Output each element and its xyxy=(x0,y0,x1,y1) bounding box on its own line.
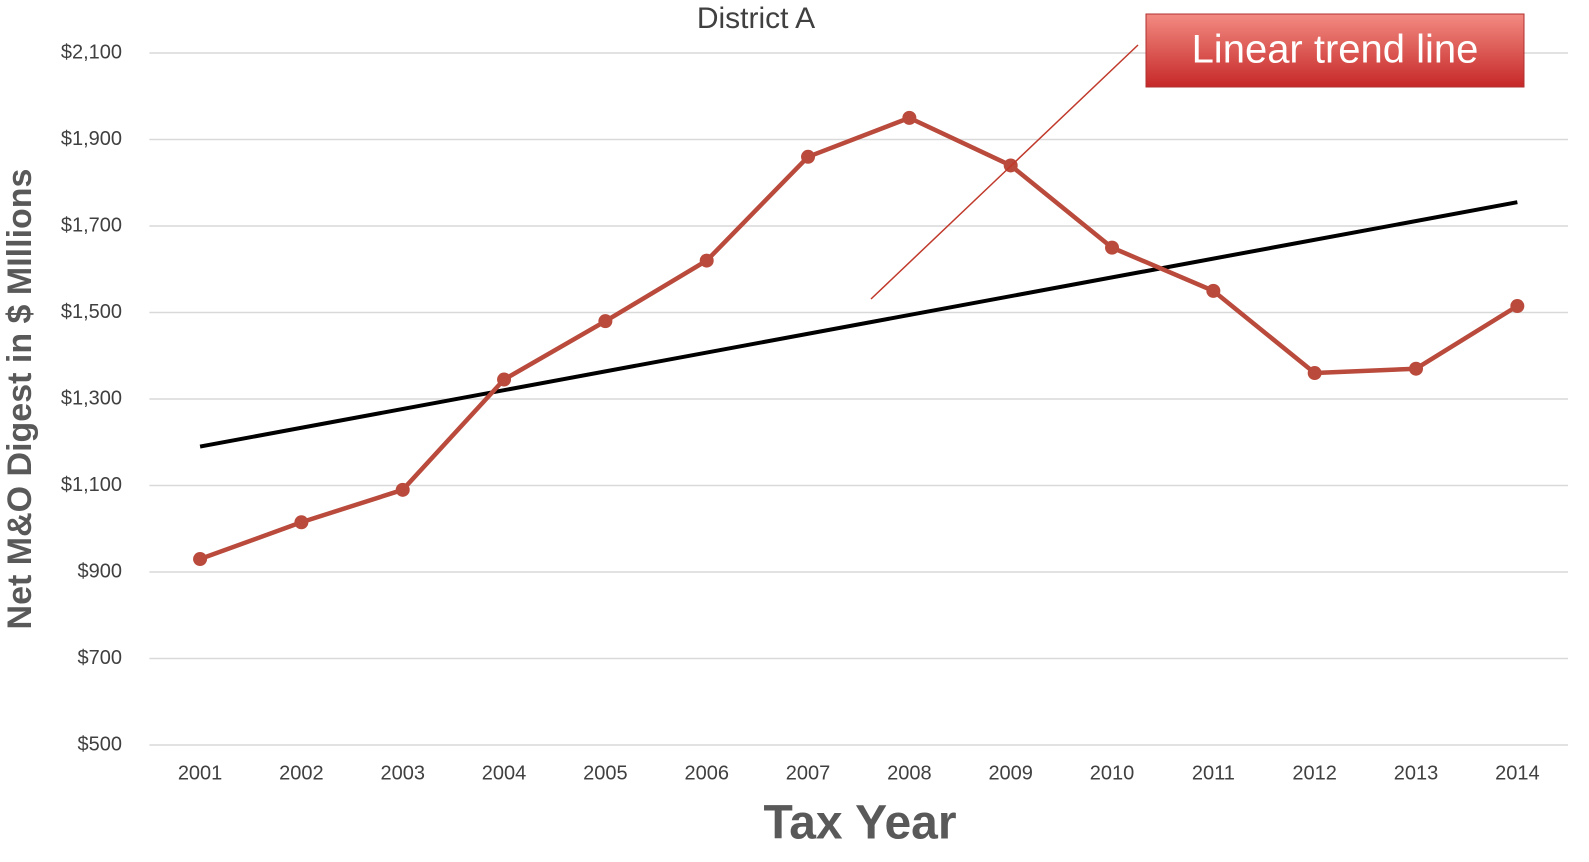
x-tick-label: 2011 xyxy=(1192,762,1235,784)
y-axis-label: Net M&O Digest in $ MIllions xyxy=(1,169,39,630)
x-tick-label: 2004 xyxy=(482,762,527,784)
chart-title: District A xyxy=(697,2,815,35)
data-point xyxy=(1307,366,1322,381)
y-tick-label: $1,300 xyxy=(61,387,122,409)
y-tick-label: $1,500 xyxy=(61,301,122,323)
data-point xyxy=(1510,299,1525,314)
x-tick-label: 2002 xyxy=(279,762,324,784)
x-tick-label: 2014 xyxy=(1495,762,1540,784)
x-tick-label: 2009 xyxy=(988,762,1033,784)
y-tick-label: $1,100 xyxy=(61,474,122,496)
x-tick-label: 2006 xyxy=(684,762,729,784)
x-tick-label: 2010 xyxy=(1090,762,1135,784)
x-tick-label: 2008 xyxy=(887,762,932,784)
data-point xyxy=(1105,240,1120,255)
data-point xyxy=(801,149,816,164)
data-point xyxy=(598,314,613,329)
x-tick-label: 2013 xyxy=(1394,762,1439,784)
data-point xyxy=(902,110,917,125)
annotation-text: Linear trend line xyxy=(1192,28,1479,72)
y-tick-label: $2,100 xyxy=(61,41,122,63)
x-tick-label: 2001 xyxy=(178,762,223,784)
y-tick-label: $900 xyxy=(78,560,123,582)
x-tick-label: 2003 xyxy=(380,762,425,784)
x-tick-label: 2012 xyxy=(1292,762,1337,784)
data-point xyxy=(1409,361,1424,376)
y-tick-label: $500 xyxy=(78,733,123,755)
annotation-box xyxy=(1145,13,1525,88)
data-point xyxy=(699,253,714,268)
x-axis-label: Tax Year xyxy=(763,797,956,850)
x-tick-label: 2005 xyxy=(583,762,628,784)
data-line xyxy=(199,115,1519,562)
trend-line xyxy=(199,200,1518,449)
x-tick-label: 2007 xyxy=(786,762,831,784)
y-tick-label: $1,900 xyxy=(61,128,122,150)
data-point xyxy=(497,372,512,387)
annotation-pointer xyxy=(870,44,1139,300)
data-point xyxy=(1206,283,1221,298)
y-tick-label: $1,700 xyxy=(61,214,122,236)
data-point xyxy=(294,515,309,530)
data-point xyxy=(395,482,410,497)
data-point xyxy=(193,552,208,567)
y-tick-label: $700 xyxy=(78,647,123,669)
